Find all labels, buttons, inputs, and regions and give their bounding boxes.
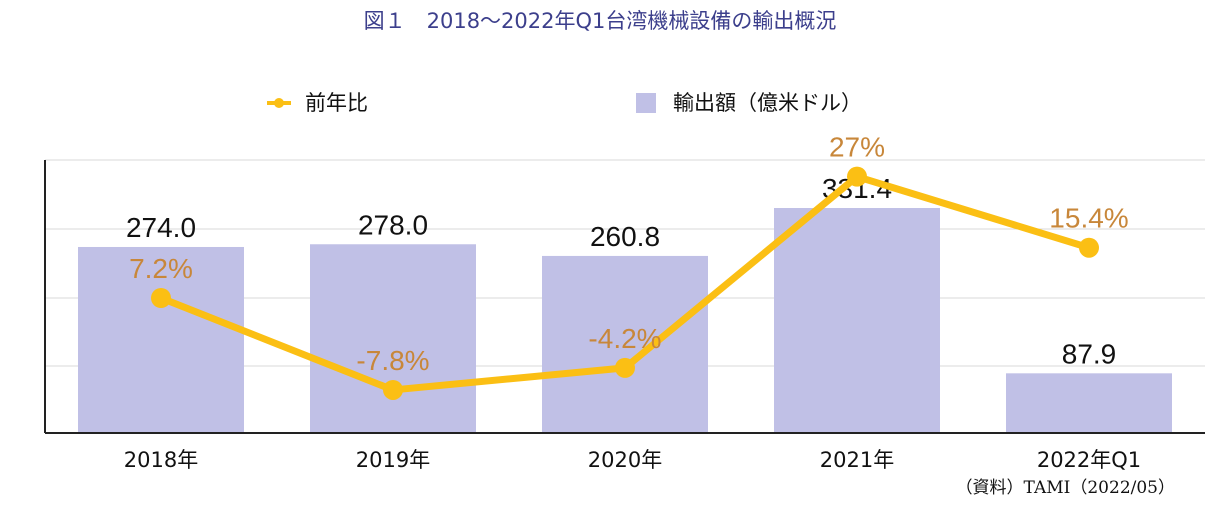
yoy-value-label-3: 27% [829, 132, 885, 163]
chart-title: 図１ 2018〜2022年Q1台湾機械設備の輸出概況 [364, 9, 837, 33]
bar-value-label-2: 260.8 [590, 221, 660, 252]
bar-export-2 [542, 255, 708, 433]
legend-bar-swatch [636, 93, 656, 113]
bar-value-label-4: 87.9 [1062, 338, 1117, 369]
bar-export-4 [1006, 373, 1172, 433]
source-note: （資料）TAMI（2022/05） [956, 478, 1175, 498]
yoy-point-4 [1079, 237, 1099, 258]
bars [78, 208, 1172, 433]
yoy-point-2 [615, 357, 635, 378]
legend-label-yoy: 前年比 [305, 91, 368, 115]
yoy-value-label-2: -4.2% [588, 323, 661, 354]
yoy-point-0 [151, 288, 171, 308]
legend-label-export: 輸出額（億米ドル） [673, 91, 862, 115]
bar-export-3 [774, 208, 940, 433]
x-tick-label-0: 2018年 [124, 448, 198, 472]
bar-value-label-1: 278.0 [358, 209, 428, 240]
x-axis-tick-labels: 2018年 2019年 2020年 2021年 2022年Q1 [124, 448, 1141, 472]
yoy-point-1 [383, 379, 403, 400]
legend: 前年比 輸出額（億米ドル） [267, 91, 862, 115]
x-tick-label-4: 2022年Q1 [1037, 448, 1141, 472]
bar-value-label-0: 274.0 [126, 212, 196, 243]
yoy-value-label-1: -7.8% [356, 345, 429, 376]
axes [44, 160, 1205, 434]
yoy-value-label-0: 7.2% [129, 253, 193, 284]
yoy-value-labels: 7.2% -7.8% -4.2% 27% 15.4% [129, 132, 1129, 376]
yoy-line-series [151, 166, 1099, 400]
bar-export-0 [78, 246, 244, 433]
yoy-value-label-4: 15.4% [1049, 203, 1128, 234]
x-tick-label-1: 2019年 [356, 448, 430, 472]
legend-line-marker [274, 98, 284, 108]
x-tick-label-3: 2021年 [820, 448, 894, 472]
x-tick-label-2: 2020年 [588, 448, 662, 472]
bar-export-1 [310, 244, 476, 433]
yoy-point-3 [847, 166, 867, 187]
